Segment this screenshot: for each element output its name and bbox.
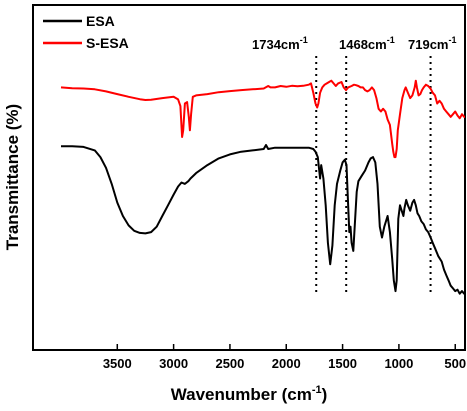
x-tick-label-2000: 2000 bbox=[272, 356, 301, 371]
series-layer bbox=[60, 79, 466, 295]
x-tick-label-500: 500 bbox=[444, 356, 466, 371]
x-axis-label: Wavenumber (cm-1) bbox=[171, 384, 328, 404]
annotation-label-1734: 1734cm-1 bbox=[252, 35, 308, 52]
x-axis-ticks: 3500 3000 2500 2000 1500 1000 500 bbox=[103, 344, 466, 371]
x-tick-label-2500: 2500 bbox=[215, 356, 244, 371]
legend-label-esa: ESA bbox=[86, 13, 115, 29]
annotation-label-1468: 1468cm-1 bbox=[339, 35, 395, 52]
series-line-esa bbox=[61, 144, 466, 295]
x-tick-label-3500: 3500 bbox=[103, 356, 132, 371]
x-tick-label-1500: 1500 bbox=[328, 356, 357, 371]
x-tick-label-3000: 3000 bbox=[159, 356, 188, 371]
x-tick-label-1000: 1000 bbox=[384, 356, 413, 371]
y-axis-label: Transmittance (%) bbox=[3, 104, 22, 250]
series-line-s-esa bbox=[60, 79, 466, 159]
plot-frame bbox=[32, 4, 466, 351]
annotation-label-719: 719cm-1 bbox=[408, 35, 457, 52]
legend: ESA S-ESA bbox=[43, 13, 129, 51]
legend-label-s-esa: S-ESA bbox=[86, 35, 129, 51]
